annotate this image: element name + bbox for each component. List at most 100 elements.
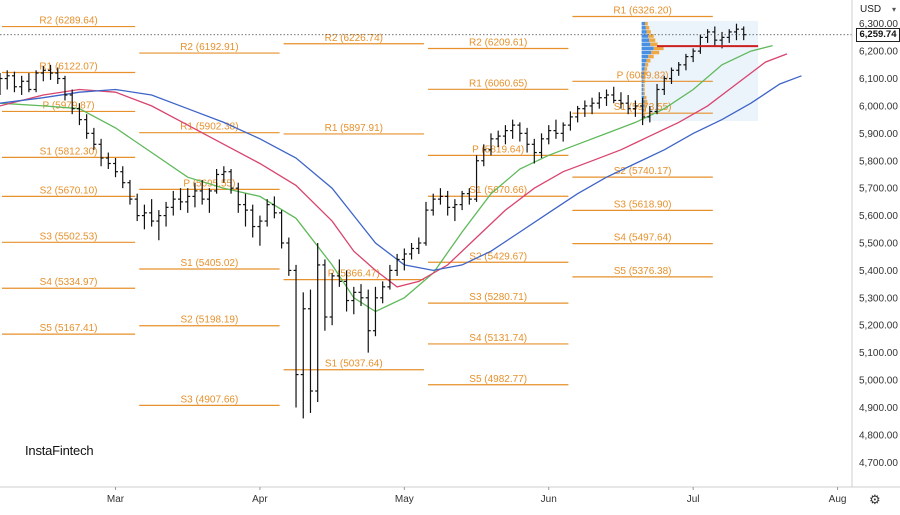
y-tick-label: 6,000.00 [859,101,898,112]
volume-profile-row-up [643,83,645,88]
ohlc-bar [409,242,415,260]
ohlc-bar [0,73,3,95]
x-tick-label: Jun [541,494,557,505]
y-tick-label: 4,900.00 [859,403,898,414]
volume-profile-row-up [644,67,648,71]
ohlc-bar [705,29,711,43]
x-tick-label: Jul [687,494,700,505]
volume-profile-row-up [643,87,645,92]
ohlc-bar [264,199,270,227]
volume-profile-row [641,54,649,59]
ohlc-bar [344,270,350,312]
gear-icon[interactable]: ⚙ [869,492,881,507]
ohlc-bar [293,264,299,408]
x-tick-label: May [395,494,414,505]
ohlc-bar [271,196,277,219]
volume-profile-row-up [646,30,651,34]
volume-profile-row [641,30,647,34]
y-tick-label: 5,700.00 [859,184,898,195]
ohlc-bar [141,204,147,230]
volume-profile-row [641,63,646,67]
x-tick-label: Aug [829,494,847,505]
volume-profile-row [641,83,644,88]
y-tick-label: 5,000.00 [859,376,898,387]
ohlc-bar [567,111,573,131]
volume-profile-row [641,26,646,30]
ohlc-bar [242,193,248,227]
volume-profile-row-up [651,50,660,55]
pivot-label: P (5366.47) [328,269,380,280]
ohlc-bar [589,97,595,115]
volume-profile-row-up [645,63,649,67]
pivot-levels: R2 (6289.64) R1 (6122.07) P (5979.87) S1 (5… [2,6,713,406]
volume-profile-row [641,67,645,71]
pivot-label: S4 (5334.97) [40,277,98,288]
ohlc-bar [625,94,631,115]
ohlc-bar [365,289,371,353]
y-tick-label: 4,800.00 [859,430,898,441]
ohlc-bar [459,190,465,211]
volume-profile-row-up [643,75,646,79]
ohlc-bar [596,92,602,109]
ohlc-bar [250,204,256,238]
volume-profile-row [641,38,650,42]
pivot-label: R2 (6209.61) [469,37,527,48]
y-tick-label: 6,300.00 [859,19,898,30]
pivot-label: S2 (5198.19) [180,315,238,326]
ohlc-bar [4,70,10,90]
pivot-label: R1 (6122.07) [39,61,97,72]
chevron-down-icon: ▾ [891,5,896,14]
currency-selector[interactable]: USD ▾ [856,2,900,18]
pivot-label: R1 (5897.91) [325,123,383,134]
volume-profile-row-up [646,58,651,63]
ohlc-bar [502,125,508,145]
volume-profile-row-up [644,95,647,100]
y-tick-label: 6,100.00 [859,74,898,85]
ohlc-bar [452,199,458,222]
ohlc-bar [553,119,559,139]
ohlc-bar [387,264,393,290]
x-tick-label: Apr [252,494,268,505]
ohlc-bar [712,26,718,46]
moving-average-slow [0,75,802,272]
y-tick-label: 5,100.00 [859,348,898,359]
ohlc-bar [481,144,487,167]
volume-profile-row-up [649,38,656,42]
ohlc-bar [98,138,104,167]
volume-profile-row-up [643,91,645,96]
moving-average-fast [0,44,773,313]
ohlc-bar [170,190,176,216]
volume-profile-row [641,34,649,38]
ohlc-bar [11,71,17,93]
pivot-label: S5 (5376.38) [614,266,672,277]
ohlc-bar [683,53,689,71]
ohlc-bar [105,152,111,169]
ohlc-bar [192,182,198,208]
ohlc-bar [437,188,443,205]
ohlc-bar [19,75,25,95]
brand-logo-text: InstaFintech [25,443,94,458]
volume-profile-row-up [650,42,658,47]
ohlc-bar [416,237,422,254]
volume-profile-row [641,50,652,55]
ohlc-bar [163,201,169,227]
ohlc-bar [91,127,97,150]
ohlc-bar [539,133,545,159]
ohlc-bar [257,215,263,246]
pivot-label: S5 (4982.77) [469,374,527,385]
overlays [0,34,852,48]
ohlc-bar [178,188,184,211]
volume-profile-row-up [644,104,647,108]
pivot-label: R1 (6326.20) [613,6,671,17]
ohlc-bar [690,48,696,63]
ohlc-bar [156,210,162,241]
ohlc-bar [423,201,429,246]
volume-profile-row [641,46,654,51]
ohlc-bar [524,127,530,153]
y-tick-label: 5,500.00 [859,238,898,249]
pivot-label: S2 (5670.10) [40,185,98,196]
ohlc-bar [445,190,451,216]
